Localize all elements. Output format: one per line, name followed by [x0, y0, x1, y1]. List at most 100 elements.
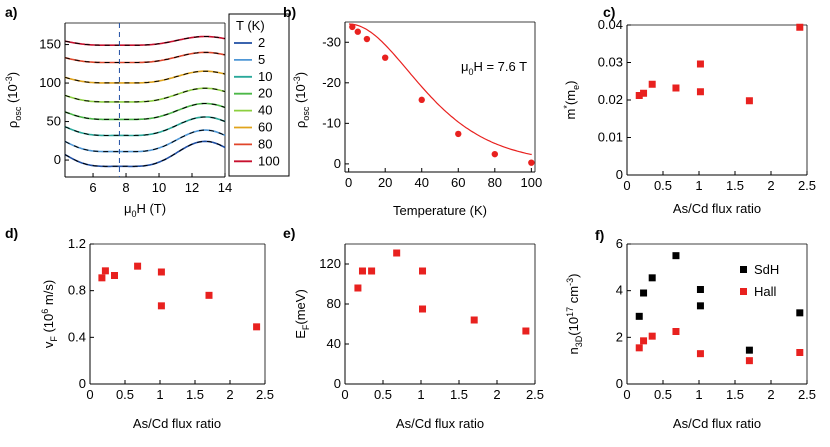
- a-y-axis-title-part: osc: [13, 106, 23, 121]
- b-data-point: [455, 130, 462, 138]
- panel-f: f) 0 0.5 1 1.5 2 2.5 0 2 4 6 As/Cd flux ratio n3D(10…: [565, 227, 816, 431]
- panel-c: c) 0 0.5 1 1.5 2 2.5 0 0.01 0.02 0.03 0.04 As/Cd flu…: [562, 4, 816, 216]
- c-data-point: [696, 60, 704, 68]
- f-y-axis-title-part: n: [566, 347, 581, 354]
- e-x-tick-label: 0.5: [374, 387, 392, 402]
- c-x-tick-label: 1: [695, 178, 702, 193]
- f-x-axis-title: As/Cd flux ratio: [673, 416, 761, 431]
- b-data-point: [491, 150, 499, 158]
- f-sdh-point: [635, 312, 643, 320]
- f-legend-label: Hall: [754, 284, 777, 299]
- a-legend-label: 2: [258, 35, 265, 50]
- d-y-axis-title-part: v: [41, 341, 56, 348]
- d-y-axis-title-part: m/s): [41, 280, 56, 309]
- c-x-tick-label: 0: [623, 178, 630, 193]
- a-legend-label: 100: [258, 153, 280, 168]
- a-x-axis-title-part: μ: [124, 201, 132, 216]
- a-x-tick-label: 6: [89, 180, 96, 195]
- c-y-axis-title-part: e: [571, 85, 581, 90]
- b-y-tick-label: -20: [322, 75, 341, 90]
- d-data-point: [134, 262, 142, 270]
- panel-label-a: a): [5, 4, 17, 20]
- d-y-axis-title: vF (106 m/s): [40, 280, 59, 348]
- panel-label-f: f): [595, 227, 604, 243]
- d-y-axis-title-part: 6: [40, 309, 50, 314]
- b-y-axis-title-part: (10: [293, 84, 308, 106]
- e-data-point: [419, 267, 427, 275]
- f-sdh-point: [640, 289, 648, 297]
- d-data-point: [98, 274, 106, 282]
- f-y-axis-title-part: 17: [565, 307, 575, 317]
- b-y-axis-title-part: ): [293, 72, 308, 76]
- f-x-tick-label: 0: [623, 387, 630, 402]
- e-y-tick-label: 120: [319, 256, 341, 271]
- panel-label-c: c): [603, 4, 615, 20]
- a-series-60-line: [64, 70, 226, 84]
- a-y-tick-label: 100: [39, 75, 61, 90]
- a-series-2-line: [64, 140, 226, 168]
- e-data-point: [470, 316, 478, 324]
- c-y-tick-label: 0.02: [598, 92, 623, 107]
- b-data-point: [349, 23, 356, 31]
- e-x-axis-title: As/Cd flux ratio: [396, 416, 484, 431]
- a-series-10-fit: [64, 116, 226, 136]
- a-x-tick-label: 10: [152, 180, 166, 195]
- f-x-tick-label: 2.5: [798, 387, 816, 402]
- b-y-tick-label: -10: [322, 115, 341, 130]
- d-x-tick-label: 2.5: [256, 387, 274, 402]
- f-x-tick-label: 1.5: [726, 387, 744, 402]
- a-series-40-line: [64, 87, 226, 103]
- e-y-tick-label: 40: [327, 336, 341, 351]
- panel-label-e: e): [283, 225, 295, 241]
- f-y-axis-title: n3D(1017 cm-3): [565, 274, 584, 355]
- d-x-tick-label: 2: [226, 387, 233, 402]
- f-y-tick-label: 6: [616, 236, 623, 251]
- a-legend-box: [228, 13, 290, 177]
- e-y-axis-title-part: F: [301, 324, 311, 330]
- a-legend-label: 40: [258, 103, 272, 118]
- d-data-point: [101, 267, 109, 275]
- c-y-axis-title-part: ): [563, 81, 578, 85]
- b-data-point: [381, 54, 389, 61]
- a-series-60-fit: [64, 70, 226, 84]
- a-y-tick-label: 0: [54, 152, 61, 167]
- e-y-tick-label: 0: [334, 376, 341, 391]
- f-y-tick-label: 4: [616, 283, 623, 298]
- e-y-axis-title: EF(meV): [293, 289, 311, 339]
- f-y-axis-title-part: cm: [566, 286, 581, 307]
- b-y-axis-title-part: ρ: [293, 121, 308, 128]
- f-hall-point: [745, 357, 753, 365]
- f-x-tick-label: 2: [767, 387, 774, 402]
- e-x-tick-label: 0: [341, 387, 348, 402]
- b-x-tick-label: 40: [414, 175, 428, 190]
- e-x-tick-label: 2: [493, 387, 500, 402]
- f-sdh-point: [696, 302, 704, 310]
- f-x-tick-label: 0.5: [654, 387, 672, 402]
- c-x-axis-title: As/Cd flux ratio: [673, 201, 761, 216]
- b-x-tick-label: 20: [378, 175, 392, 190]
- a-series-2-fit: [64, 140, 226, 167]
- panel-e: e) 0 0.5 1 1.5 2 2.5 0 40 80 120 As/Cd flux ratio EF…: [283, 225, 544, 431]
- a-y-tick-label: 50: [47, 114, 61, 129]
- f-legend: SdH Hall: [740, 262, 779, 299]
- a-y-tick-label: 150: [39, 37, 61, 52]
- a-series-100-line: [64, 35, 226, 46]
- d-y-axis-title-part: F: [49, 336, 59, 342]
- f-hall-point: [672, 328, 680, 335]
- d-data-point: [157, 302, 165, 310]
- c-y-tick-label: 0.01: [598, 130, 623, 145]
- a-series-5-fit: [64, 129, 226, 153]
- b-data-point: [528, 159, 535, 166]
- b-annotation: μ0H = 7.6 T: [461, 59, 527, 77]
- e-y-axis-title-part: (meV): [293, 289, 308, 324]
- c-y-tick-label: 0.04: [598, 17, 623, 32]
- b-x-tick-label: 100: [520, 175, 542, 190]
- e-data-point: [354, 284, 362, 292]
- c-y-tick-label: 0: [616, 167, 623, 182]
- a-series-80-line: [64, 51, 226, 64]
- a-x-axis-title-part: 0: [131, 209, 136, 219]
- e-y-axis-title-part: E: [293, 330, 308, 339]
- e-data-point: [419, 305, 427, 313]
- d-x-tick-label: 0: [86, 387, 93, 402]
